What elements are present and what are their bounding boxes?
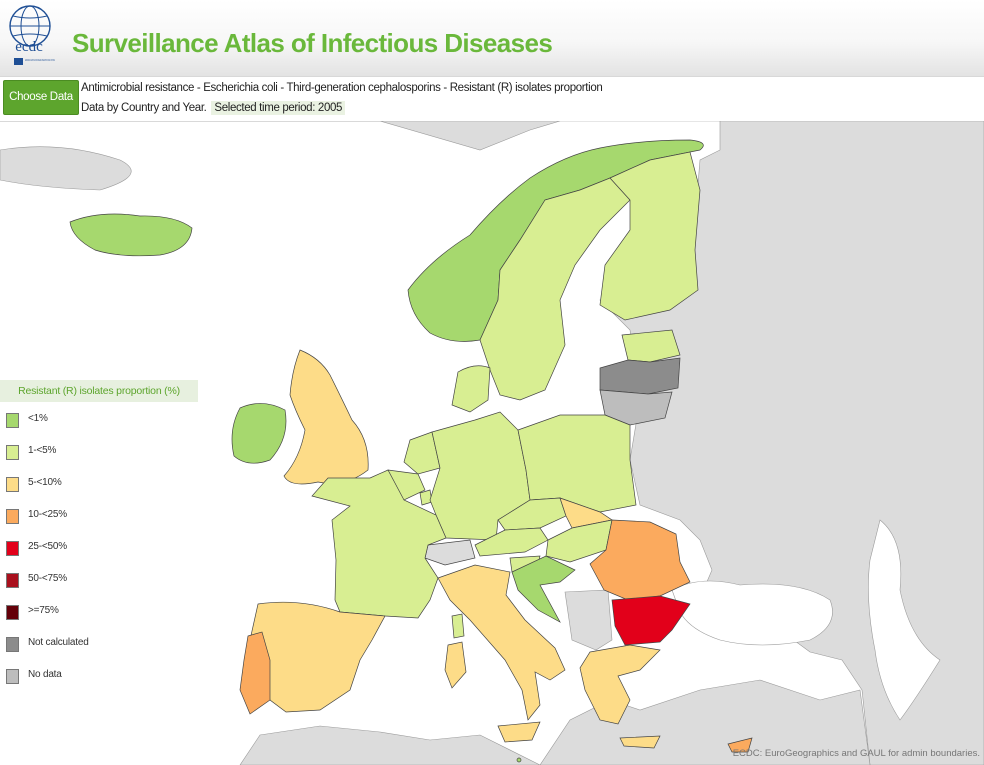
legend-swatch [6, 541, 19, 556]
legend: Resistant (R) isolates proportion (%) <1… [0, 380, 198, 690]
legend-item: 1-<5% [0, 434, 198, 466]
country-finland[interactable] [599, 151, 701, 321]
country-netherlands[interactable] [403, 431, 441, 475]
country-norway[interactable] [407, 139, 704, 342]
globe-icon [9, 5, 51, 47]
legend-swatch [6, 413, 19, 428]
map-attribution: ECDC: EuroGeographics and GAUL for admin… [732, 748, 980, 759]
legend-label: No data [28, 669, 62, 680]
country-estonia[interactable] [621, 329, 681, 363]
country-portugal[interactable] [239, 631, 271, 715]
greece-crete[interactable] [619, 735, 661, 749]
logo-subtext: EUROPEAN CENTRE FOR DISEASE PREVENTION A… [25, 58, 55, 62]
dataset-title: Antimicrobial resistance - Escherichia c… [81, 82, 603, 94]
arctic-land [0, 121, 561, 151]
legend-label: >=75% [28, 605, 59, 616]
legend-label: <1% [28, 413, 48, 424]
logo-text: ecdc [15, 39, 43, 55]
legend-label: 50-<75% [28, 573, 67, 584]
ecdc-logo: ecdc EUROPEAN CENTRE FOR DISEASE PREVENT… [9, 5, 55, 65]
country-malta[interactable] [516, 757, 522, 763]
france-corsica[interactable] [451, 613, 465, 639]
country-united-kingdom[interactable] [283, 349, 369, 485]
selected-period-badge[interactable]: Selected time period: 2005 [211, 101, 346, 115]
data-by-text: Data by Country and Year. [81, 102, 207, 114]
legend-label: 1-<5% [28, 445, 57, 456]
balkans [564, 589, 613, 651]
legend-item: <1% [0, 402, 198, 434]
country-poland[interactable] [517, 414, 637, 513]
legend-label: 25-<50% [28, 541, 67, 552]
legend-item: >=75% [0, 594, 198, 626]
country-iceland[interactable] [69, 213, 193, 257]
country-france[interactable] [311, 469, 447, 619]
legend-swatch [6, 477, 19, 492]
toolbar: Choose Data Antimicrobial resistance - E… [0, 77, 984, 121]
country-spain[interactable] [249, 601, 386, 713]
country-cyprus[interactable] [727, 737, 753, 753]
legend-swatch [6, 605, 19, 620]
country-luxembourg[interactable] [419, 489, 433, 506]
country-ireland[interactable] [231, 403, 287, 464]
legend-item: 10-<25% [0, 498, 198, 530]
black-sea [671, 580, 833, 646]
country-bulgaria[interactable] [611, 595, 691, 646]
north-africa [239, 725, 541, 765]
greenland-tip [0, 146, 132, 191]
app-title: Surveillance Atlas of Infectious Disease… [72, 28, 553, 58]
legend-swatch [6, 637, 19, 652]
legend-item: 5-<10% [0, 466, 198, 498]
italy-sicily[interactable] [497, 721, 541, 743]
europe-map[interactable] [0, 121, 984, 765]
app-header: ecdc EUROPEAN CENTRE FOR DISEASE PREVENT… [0, 0, 984, 77]
eu-flag-icon [14, 58, 23, 65]
italy-sardinia[interactable] [444, 641, 467, 689]
country-greece[interactable] [579, 644, 661, 725]
map-view[interactable]: ECDC: EuroGeographics and GAUL for admin… [0, 121, 984, 765]
choose-data-button[interactable]: Choose Data [3, 80, 79, 115]
legend-items: <1% 1-<5% 5-<10% 10-<25% 25-<50% 50-<75% >=75%… [0, 402, 198, 690]
legend-item: Not calculated [0, 626, 198, 658]
country-denmark[interactable] [451, 365, 491, 413]
legend-swatch [6, 509, 19, 524]
legend-title: Resistant (R) isolates proportion (%) [0, 380, 198, 402]
legend-label: 5-<10% [28, 477, 62, 488]
legend-item: No data [0, 658, 198, 690]
caspian-sea [868, 519, 941, 721]
country-italy[interactable] [437, 564, 566, 721]
legend-item: 25-<50% [0, 530, 198, 562]
legend-swatch [6, 669, 19, 684]
legend-label: Not calculated [28, 637, 89, 648]
legend-swatch [6, 445, 19, 460]
legend-label: 10-<25% [28, 509, 67, 520]
data-description: Data by Country and Year. Selected time … [81, 101, 346, 115]
legend-swatch [6, 573, 19, 588]
legend-item: 50-<75% [0, 562, 198, 594]
country-croatia[interactable] [511, 555, 576, 623]
